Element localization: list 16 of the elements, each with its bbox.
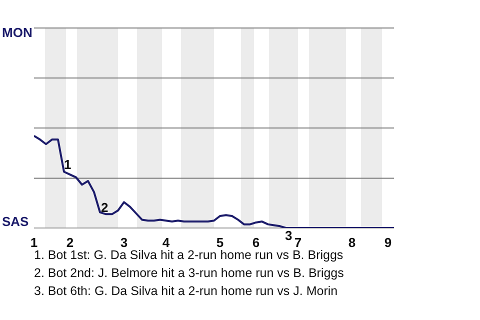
text: 3. Bot 6th: G. Da Silva hit a 2-run home run vs J. Morin — [34, 283, 339, 300]
annotation: 1 — [64, 157, 72, 172]
text: 1. Bot 1st: G. Da Silva hit a 2-run home run vs B. Briggs — [34, 248, 344, 264]
x-tick-label: 3 — [120, 235, 128, 250]
x-tick-label: 2 — [66, 235, 74, 250]
x-tick-label: 5 — [216, 235, 224, 250]
annotation: 2 — [101, 200, 108, 215]
x-tick-label: 1 — [30, 235, 38, 250]
x-tick-label: 4 — [162, 235, 170, 250]
x-tick-label: 8 — [348, 235, 356, 250]
x-tick-label: 6 — [252, 235, 260, 250]
text: 2. Bot 2nd: J. Belmore hit a 3-run home run vs B. Briggs — [34, 265, 344, 282]
text: SAS — [2, 214, 30, 229]
x-tick-label: 9 — [384, 235, 392, 250]
x-tick-label: 7 — [294, 235, 302, 250]
text: MON — [2, 25, 32, 40]
